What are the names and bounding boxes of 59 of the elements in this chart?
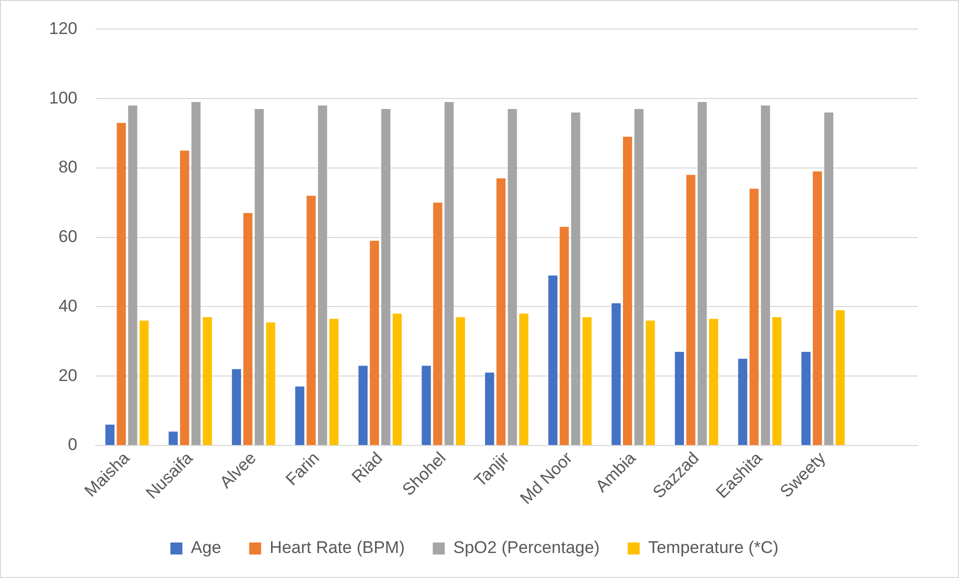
- bar: [812, 171, 822, 445]
- y-tick-label: 100: [48, 88, 78, 108]
- bar: [646, 320, 655, 445]
- bar: [836, 310, 845, 445]
- bar: [750, 188, 759, 445]
- bar: [254, 108, 264, 445]
- y-tick-label: 0: [68, 435, 78, 454]
- bar: [519, 314, 528, 445]
- bar: [709, 318, 718, 445]
- bar: [456, 317, 466, 445]
- bar: [370, 240, 379, 445]
- y-tick-label: 20: [58, 366, 78, 385]
- bar: [168, 432, 178, 445]
- bar: [508, 108, 517, 445]
- bar: [202, 317, 212, 445]
- bar: [128, 106, 138, 445]
- y-tick-label: 80: [58, 158, 78, 177]
- y-tick-label: 60: [58, 227, 78, 246]
- bar: [674, 352, 684, 445]
- y-tick-label: 120: [48, 18, 78, 38]
- bar: [358, 366, 368, 445]
- bar: [824, 112, 834, 445]
- bar: [622, 136, 632, 445]
- legend-label: SpO2 (Percentage): [453, 538, 600, 558]
- bar: [548, 276, 558, 445]
- bar: [116, 122, 126, 445]
- bar: [582, 317, 592, 445]
- bar: [760, 106, 770, 445]
- bar: [381, 108, 390, 445]
- bar: [105, 424, 114, 445]
- bar: [560, 226, 569, 445]
- legend-label: Temperature (*C): [648, 538, 779, 558]
- bar: [444, 102, 454, 445]
- bar: [485, 372, 494, 445]
- bar: [801, 352, 811, 445]
- bar: [634, 108, 644, 445]
- bar: [266, 322, 276, 445]
- bar: [295, 386, 304, 445]
- bar: [496, 178, 506, 445]
- bar: [140, 320, 149, 445]
- bar: [698, 102, 707, 445]
- legend-label: Age: [190, 538, 222, 558]
- bar: [772, 317, 782, 445]
- bar: [571, 112, 580, 445]
- bar: [738, 358, 748, 445]
- bar: [180, 150, 190, 445]
- bar: [318, 106, 328, 445]
- bar: [243, 213, 252, 445]
- bar: [392, 314, 402, 445]
- bar: [306, 196, 316, 445]
- bar: [686, 174, 696, 445]
- bar: [433, 202, 442, 445]
- bar: [422, 366, 431, 445]
- bar: [612, 303, 621, 445]
- bar: [232, 369, 242, 445]
- y-tick-label: 40: [58, 296, 78, 316]
- bar: [191, 102, 201, 445]
- bar: [329, 318, 338, 445]
- legend-label: Heart Rate (BPM): [270, 538, 405, 558]
